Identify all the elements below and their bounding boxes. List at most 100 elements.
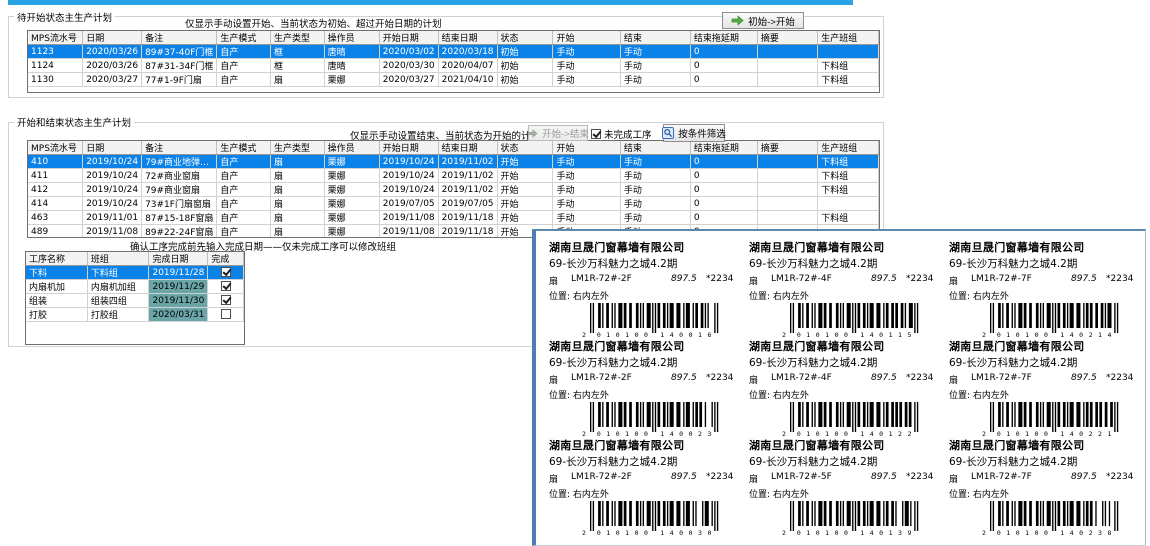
table-cell[interactable]: 2019/10/24	[379, 182, 439, 197]
pending-plans-table[interactable]: MPS流水号 日期 备注 生产模式 生产类型 操作员 开始日期 结束日期 状态 开始 结束 结束拖延期…	[27, 30, 880, 93]
table-cell[interactable]: 2019/11/29	[148, 279, 209, 294]
table-cell[interactable]: 2019/11/02	[438, 168, 498, 183]
column-header[interactable]: 操作员	[324, 141, 380, 155]
table-cell[interactable]: 栗娜	[324, 196, 380, 211]
table-cell[interactable]	[207, 279, 244, 294]
unfinished-process-checkbox[interactable]: 未完成工序	[591, 127, 652, 141]
table-cell[interactable]: 2019/10/24	[82, 182, 143, 197]
table-cell[interactable]: 栗娜	[324, 210, 380, 225]
column-header[interactable]: 生产类型	[270, 141, 325, 155]
table-cell[interactable]: 打胶	[26, 307, 88, 322]
table-cell[interactable]: 手动	[620, 210, 691, 225]
column-header[interactable]: MPS流水号	[28, 141, 84, 155]
table-cell[interactable]: 0	[690, 196, 758, 211]
column-header[interactable]: 操作员	[324, 31, 380, 45]
column-header[interactable]: 生产班组	[817, 31, 879, 45]
table-cell[interactable]	[817, 196, 879, 211]
column-header[interactable]: 备注	[141, 31, 218, 45]
table-cell[interactable]	[817, 44, 879, 59]
table-cell[interactable]: 2020/03/27	[379, 72, 439, 87]
table-cell[interactable]: 手动	[552, 196, 621, 211]
table-cell[interactable]: 1130	[28, 72, 84, 87]
table-cell[interactable]: 扇	[270, 210, 325, 225]
table-cell[interactable]: 打胶组	[87, 307, 150, 322]
table-cell[interactable]	[757, 168, 819, 183]
table-row[interactable]: 489 2019/11/08 89#22-24F窗扇 自产扇栗娜 2019/11/08 2…	[28, 224, 879, 237]
column-header[interactable]: 完成	[207, 252, 244, 266]
table-cell[interactable]: 手动	[620, 154, 691, 169]
table-cell[interactable]: 72#商业窗扇	[141, 168, 218, 183]
table-cell[interactable]	[207, 307, 244, 322]
table-cell[interactable]: 初始	[497, 72, 554, 87]
table-cell[interactable]: 手动	[552, 44, 621, 59]
table-cell[interactable]: 2020/03/27	[82, 72, 143, 87]
table-cell[interactable]: 0	[690, 182, 758, 197]
table-cell[interactable]: 489	[28, 224, 84, 237]
table-cell[interactable]: 内扇机加组	[87, 279, 150, 294]
column-header[interactable]: 开始日期	[379, 141, 439, 155]
table-cell[interactable]: 初始	[497, 58, 554, 73]
table-cell[interactable]: 扇	[270, 182, 325, 197]
table-cell[interactable]: 手动	[552, 154, 621, 169]
column-header[interactable]: 日期	[82, 141, 143, 155]
table-cell[interactable]: 2019/11/18	[438, 210, 498, 225]
table-cell[interactable]: 内扇机加	[26, 279, 88, 294]
table-cell[interactable]: 89#22-24F窗扇	[141, 224, 218, 237]
table-cell[interactable]: 下料组	[817, 182, 879, 197]
table-cell[interactable]: 初始	[497, 44, 554, 59]
table-cell[interactable]: 自产	[216, 168, 271, 183]
table-cell[interactable]: 手动	[620, 58, 691, 73]
table-cell[interactable]: 2019/10/24	[379, 168, 439, 183]
table-cell[interactable]: 自产	[216, 44, 271, 59]
table-cell[interactable]: 0	[690, 58, 758, 73]
table-cell[interactable]	[757, 58, 819, 73]
table-cell[interactable]: 0	[690, 168, 758, 183]
table-row[interactable]: 组装 组装四组 2019/11/30	[26, 293, 244, 308]
table-cell[interactable]: 开始	[497, 182, 554, 197]
table-cell[interactable]: 手动	[552, 72, 621, 87]
table-cell[interactable]: 自产	[216, 224, 271, 237]
table-row[interactable]: 411 2019/10/24 72#商业窗扇 自产扇栗娜 2019/10/24 2019/…	[28, 168, 879, 183]
checkbox-icon[interactable]	[591, 129, 601, 139]
table-cell[interactable]	[757, 210, 819, 225]
table-cell[interactable]: 2019/11/08	[379, 224, 439, 237]
table-cell[interactable]: 2019/10/24	[82, 154, 143, 169]
table-cell[interactable]: 87#31-34F门框	[141, 58, 218, 73]
table-cell[interactable]: 2019/10/24	[379, 154, 439, 169]
table-cell[interactable]: 77#1-9F门扇	[141, 72, 218, 87]
column-header[interactable]: 结束	[620, 31, 691, 45]
table-cell[interactable]	[757, 44, 819, 59]
table-cell[interactable]: 2019/11/18	[438, 224, 498, 237]
process-table[interactable]: 工序名称 班组 完成日期 完成 下料 下料组 2019/11/28 内扇机加 内扇机加组 2019…	[25, 251, 245, 345]
column-header[interactable]: 结束	[620, 141, 691, 155]
table-cell[interactable]: 唐晴	[324, 44, 380, 59]
table-cell[interactable]: 下料组	[817, 154, 879, 169]
table-cell[interactable]: 扇	[270, 154, 325, 169]
table-cell[interactable]: 栗娜	[324, 224, 380, 237]
table-cell[interactable]: 2020/03/31	[148, 307, 209, 322]
column-header[interactable]: 生产模式	[216, 141, 271, 155]
process-done-checkbox[interactable]	[220, 281, 231, 292]
table-row[interactable]: 内扇机加 内扇机加组 2019/11/29	[26, 279, 244, 294]
table-cell[interactable]: 2019/11/02	[438, 182, 498, 197]
table-cell[interactable]: 2019/07/05	[438, 196, 498, 211]
table-cell[interactable]: 手动	[552, 168, 621, 183]
table-cell[interactable]: 手动	[620, 44, 691, 59]
table-cell[interactable]: 2019/10/24	[82, 196, 143, 211]
table-cell[interactable]: 下料组	[817, 210, 879, 225]
table-cell[interactable]: 412	[28, 182, 84, 197]
table-row[interactable]: 1123 2020/03/26 89#37-40F门框 自产框唐晴 2020/03/02…	[28, 44, 879, 59]
table-cell[interactable]: 组装四组	[87, 293, 150, 308]
table-cell[interactable]: 栗娜	[324, 154, 380, 169]
table-cell[interactable]: 栗娜	[324, 168, 380, 183]
table-cell[interactable]: 扇	[270, 168, 325, 183]
table-cell[interactable]: 手动	[620, 196, 691, 211]
table-cell[interactable]: 框	[270, 58, 325, 73]
process-done-checkbox[interactable]	[220, 295, 231, 306]
table-cell[interactable]: 410	[28, 154, 84, 169]
table-cell[interactable]: 手动	[620, 72, 691, 87]
table-cell[interactable]	[757, 154, 819, 169]
table-cell[interactable]: 2019/11/02	[438, 154, 498, 169]
column-header[interactable]: 日期	[82, 31, 143, 45]
table-cell[interactable]: 2020/03/26	[82, 44, 143, 59]
